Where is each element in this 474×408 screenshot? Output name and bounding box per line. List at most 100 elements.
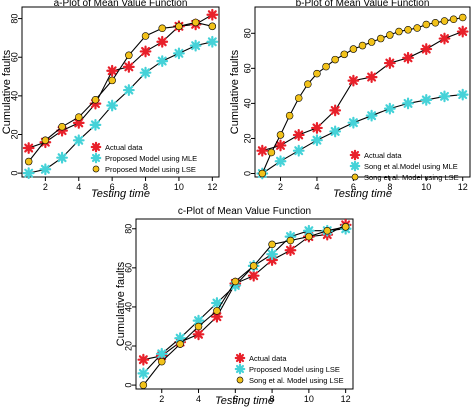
data-point	[383, 57, 396, 69]
legend-marker-2	[234, 363, 246, 375]
data-point	[431, 19, 440, 27]
data-point	[449, 15, 458, 24]
x-tick-label: 2	[278, 182, 283, 192]
legend-entry-3: Song et al. Model using LSE	[364, 173, 459, 182]
data-point	[206, 35, 219, 48]
data-point	[125, 51, 133, 60]
data-point	[194, 322, 203, 331]
legend-entry-3: Song et al. Model using LSE	[249, 376, 344, 385]
x-tick-label: 4	[196, 394, 201, 404]
y-axis-label: Cumulative faults	[1, 49, 13, 134]
data-point	[376, 34, 385, 43]
x-tick-label: 2	[159, 394, 164, 404]
data-point	[24, 157, 33, 166]
data-point	[456, 88, 469, 101]
data-point	[347, 116, 360, 129]
x-tick-label: 10	[421, 182, 431, 192]
data-point	[75, 113, 83, 121]
data-point	[56, 151, 68, 164]
data-point	[106, 64, 119, 77]
data-point	[137, 367, 150, 380]
data-point	[458, 13, 467, 22]
chart-title: a-Plot of Mean Value Function	[54, 0, 188, 9]
y-tick-label: 20	[242, 133, 252, 143]
data-point	[420, 93, 433, 106]
y-tick-label: 60	[242, 63, 252, 73]
legend-marker-3	[236, 376, 244, 384]
data-point	[173, 47, 185, 60]
chart-title: c-Plot of Mean Value Function	[178, 206, 311, 217]
data-point	[192, 328, 205, 341]
x-tick-label: 12	[207, 182, 217, 192]
data-point	[191, 18, 200, 27]
data-point	[108, 76, 116, 85]
y-axis-label: Cumulative faults	[115, 261, 127, 346]
data-point	[208, 22, 217, 31]
data-point	[122, 60, 135, 73]
data-point	[294, 94, 303, 102]
data-point	[256, 144, 269, 157]
data-point	[420, 43, 433, 55]
data-point	[329, 125, 342, 138]
data-point	[276, 131, 285, 139]
data-point	[340, 50, 349, 59]
y-tick-label: 80	[242, 28, 252, 38]
data-point	[456, 25, 469, 38]
chart-panel-2: b-Plot of Mean Value Function Testing tim…	[229, 0, 471, 200]
data-point	[176, 340, 184, 348]
data-point	[268, 240, 276, 249]
legend-marker-3	[92, 165, 100, 173]
y-tick-label: 0	[242, 171, 252, 176]
data-point	[341, 223, 350, 231]
y-tick-label: 40	[123, 302, 133, 312]
y-tick-label: 80	[123, 224, 133, 234]
data-point	[438, 32, 451, 45]
data-point	[358, 41, 367, 50]
x-tick-label: 8	[387, 182, 392, 192]
legend-entry-3: Proposed Model using LSE	[105, 165, 196, 174]
legend-entry-1: Actual data	[364, 151, 402, 160]
data-point	[258, 169, 267, 178]
data-point	[22, 167, 35, 180]
data-point	[72, 134, 85, 147]
data-point	[175, 22, 183, 31]
data-point	[331, 55, 339, 64]
data-point	[267, 148, 276, 157]
data-point	[322, 62, 330, 71]
data-point	[22, 142, 35, 154]
y-axis-label: Cumulative faults	[229, 49, 241, 134]
legend-marker-2	[349, 160, 361, 172]
legend-entry-2: Proposed Model using MLE	[105, 154, 197, 163]
data-point	[422, 20, 431, 29]
data-point	[438, 90, 451, 103]
chart-title: b-Plot of Mean Value Function	[296, 0, 430, 9]
x-tick-label: 8	[143, 182, 148, 192]
data-point	[58, 123, 66, 131]
data-point	[311, 122, 323, 134]
data-point	[274, 139, 287, 152]
y-tick-label: 60	[9, 52, 19, 62]
data-point	[404, 26, 412, 34]
data-point	[91, 95, 100, 104]
y-tick-label: 40	[242, 98, 252, 108]
data-point	[440, 17, 449, 25]
legend-marker-3	[351, 173, 359, 181]
data-point	[89, 118, 102, 131]
data-point	[292, 144, 305, 157]
data-point	[106, 99, 119, 112]
y-tick-label: 20	[9, 129, 19, 139]
x-tick-label: 6	[110, 182, 115, 192]
data-point	[72, 117, 85, 129]
data-point	[311, 134, 323, 147]
data-point	[286, 236, 295, 245]
legend-marker-1	[90, 141, 102, 153]
data-point	[229, 279, 242, 292]
y-tick-label: 80	[9, 14, 19, 24]
data-point	[284, 230, 297, 243]
chart-panel-3: c-Plot of Mean Value Function Testing tim…	[115, 206, 354, 407]
data-point	[213, 307, 221, 315]
y-tick-label: 0	[9, 171, 19, 176]
data-point	[231, 277, 240, 286]
plot-area	[135, 218, 354, 390]
